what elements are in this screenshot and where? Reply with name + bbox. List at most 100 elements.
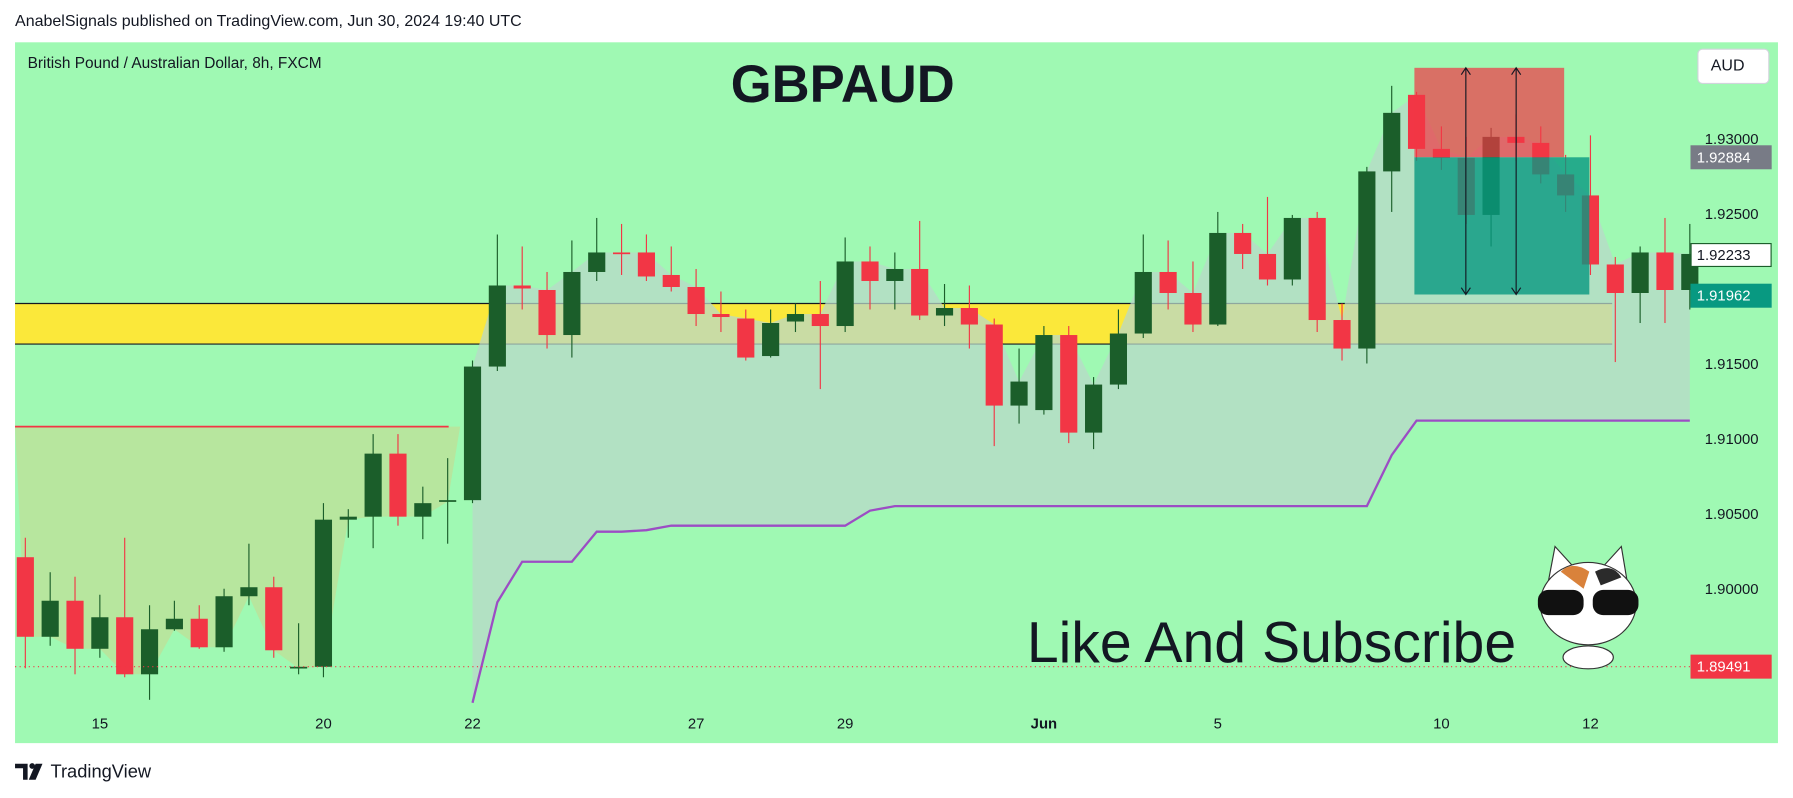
annotation: Like And Subscribe — [1027, 611, 1516, 675]
candle-body — [836, 261, 854, 327]
candle-body — [935, 308, 954, 316]
candle-body — [687, 286, 705, 315]
candle-body — [190, 618, 208, 648]
candle-body — [1656, 252, 1674, 290]
logo-mark — [15, 763, 28, 780]
candle-body — [960, 308, 978, 325]
candles — [16, 85, 1699, 700]
sunglasses — [1537, 589, 1584, 616]
x-tick-label: 12 — [1582, 717, 1599, 733]
candle-body — [911, 268, 929, 316]
logo-mark — [29, 763, 36, 769]
price-label-box — [1690, 283, 1772, 308]
candle-body — [1283, 217, 1301, 280]
candle-body — [637, 252, 655, 277]
candle-body — [563, 271, 581, 336]
logo — [15, 763, 43, 780]
candle-body — [339, 516, 357, 520]
candle-body — [861, 261, 879, 281]
price-label: 1.92233 — [1697, 248, 1751, 264]
candle-body — [116, 617, 134, 675]
x-tick-label: Jun — [1031, 717, 1057, 733]
arrow-head — [1511, 66, 1522, 296]
price-label-box — [1690, 145, 1772, 170]
candle-body — [463, 366, 482, 501]
candle-body — [811, 314, 829, 327]
cat-patch — [1560, 565, 1590, 589]
candle-body — [290, 666, 308, 669]
cat-patch — [1595, 568, 1622, 586]
candle-body — [588, 252, 606, 272]
currency-box[interactable] — [1697, 48, 1770, 85]
symbol-description: British Pound / Australian Dollar, 8h, F… — [28, 55, 322, 72]
x-tick-label: 22 — [464, 717, 481, 733]
candle-body — [240, 587, 258, 597]
candle-body — [215, 596, 233, 648]
candle-body — [1383, 112, 1401, 172]
candle-body — [1035, 335, 1053, 411]
sunglasses — [1592, 589, 1639, 616]
candle-body — [612, 252, 631, 255]
candle-body — [1060, 335, 1078, 433]
candle-body — [364, 453, 382, 517]
y-tick-label: 1.91500 — [1705, 357, 1759, 373]
candle-body — [1308, 217, 1326, 321]
candle-body — [1159, 271, 1177, 293]
candle-body — [389, 453, 407, 517]
candle-body — [1209, 232, 1227, 325]
y-tick-label: 1.93000 — [1705, 132, 1759, 148]
price-label: 1.89491 — [1697, 660, 1751, 676]
candle-body — [662, 274, 680, 287]
candle-body — [41, 600, 59, 637]
candle-body — [488, 285, 506, 367]
currency[interactable]: AUD — [1711, 58, 1745, 75]
stop-line — [471, 419, 1690, 704]
chart-title: GBPAUD — [731, 55, 955, 114]
candle-body — [1134, 271, 1152, 334]
y-tick-label: 1.90500 — [1705, 507, 1759, 523]
price-label: 1.91962 — [1697, 289, 1751, 305]
candle-body — [91, 617, 109, 649]
y-tick-label: 1.90000 — [1705, 582, 1759, 598]
price-label-box — [1690, 243, 1772, 268]
x-tick-label: 10 — [1433, 717, 1450, 733]
x-tick-label: 5 — [1214, 717, 1222, 733]
resistance-area — [15, 426, 461, 675]
candle-body — [1085, 384, 1103, 433]
x-tick-label: 27 — [688, 717, 705, 733]
candle-body — [762, 323, 780, 357]
candle-body — [985, 324, 1003, 406]
candle-body — [712, 314, 730, 318]
candle-body — [16, 557, 34, 637]
candle-body — [513, 285, 531, 289]
candle-body — [538, 289, 556, 336]
logo-mark — [28, 763, 43, 780]
position-target — [1414, 157, 1590, 295]
arrow-head — [1460, 66, 1471, 296]
candle-body — [1109, 333, 1128, 385]
front-layer: 1.93000 1.92500 1.91500 1.91000 1.90500 1.900… — [15, 66, 1772, 733]
candle-body — [265, 587, 283, 651]
candle-body — [886, 268, 904, 281]
candle-body — [314, 519, 333, 667]
candle-body — [439, 500, 457, 502]
candle-body — [1010, 381, 1028, 406]
candle-body — [1184, 292, 1202, 325]
candle-body — [1258, 253, 1277, 280]
candle-body — [1333, 320, 1351, 349]
candle-body — [1606, 264, 1624, 293]
candle-body — [1631, 252, 1649, 293]
x-tick-label: 15 — [92, 717, 109, 733]
cat-sticker — [1537, 545, 1639, 670]
candle-body — [66, 600, 84, 649]
stop-area — [472, 94, 1690, 703]
candle-body — [165, 618, 183, 630]
candle-body — [786, 314, 805, 322]
candle-body — [1234, 232, 1252, 254]
footer: TradingView — [50, 761, 151, 782]
y-tick-label: 1.91000 — [1705, 432, 1759, 448]
candle-body — [140, 629, 159, 675]
y-tick-label: 1.92500 — [1705, 207, 1759, 223]
